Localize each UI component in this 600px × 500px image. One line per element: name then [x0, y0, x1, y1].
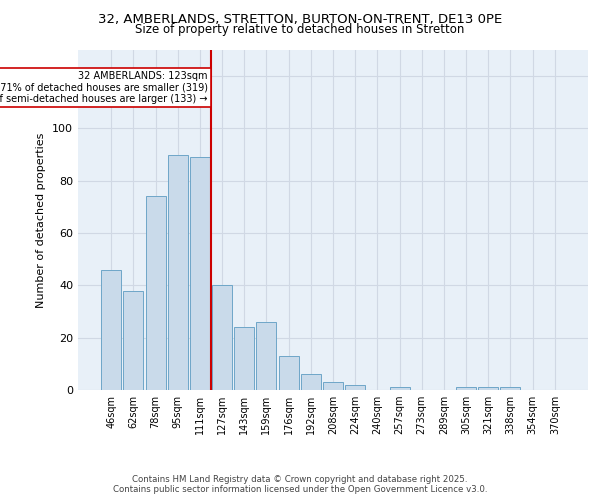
- Bar: [456, 388, 476, 390]
- Text: Contains HM Land Registry data © Crown copyright and database right 2025.
Contai: Contains HM Land Registry data © Crown c…: [113, 474, 487, 494]
- Bar: [146, 196, 166, 390]
- Bar: [212, 286, 232, 390]
- Bar: [101, 270, 121, 390]
- Bar: [500, 388, 520, 390]
- Y-axis label: Number of detached properties: Number of detached properties: [37, 132, 46, 308]
- Bar: [234, 327, 254, 390]
- Bar: [124, 290, 143, 390]
- Bar: [345, 385, 365, 390]
- Bar: [478, 388, 498, 390]
- Bar: [301, 374, 321, 390]
- Bar: [168, 154, 188, 390]
- Bar: [323, 382, 343, 390]
- Bar: [389, 388, 410, 390]
- Bar: [190, 157, 210, 390]
- Text: Size of property relative to detached houses in Stretton: Size of property relative to detached ho…: [136, 22, 464, 36]
- Bar: [256, 322, 277, 390]
- Bar: [278, 356, 299, 390]
- Text: 32, AMBERLANDS, STRETTON, BURTON-ON-TRENT, DE13 0PE: 32, AMBERLANDS, STRETTON, BURTON-ON-TREN…: [98, 12, 502, 26]
- Text: 32 AMBERLANDS: 123sqm
← 71% of detached houses are smaller (319)
29% of semi-det: 32 AMBERLANDS: 123sqm ← 71% of detached …: [0, 71, 208, 104]
